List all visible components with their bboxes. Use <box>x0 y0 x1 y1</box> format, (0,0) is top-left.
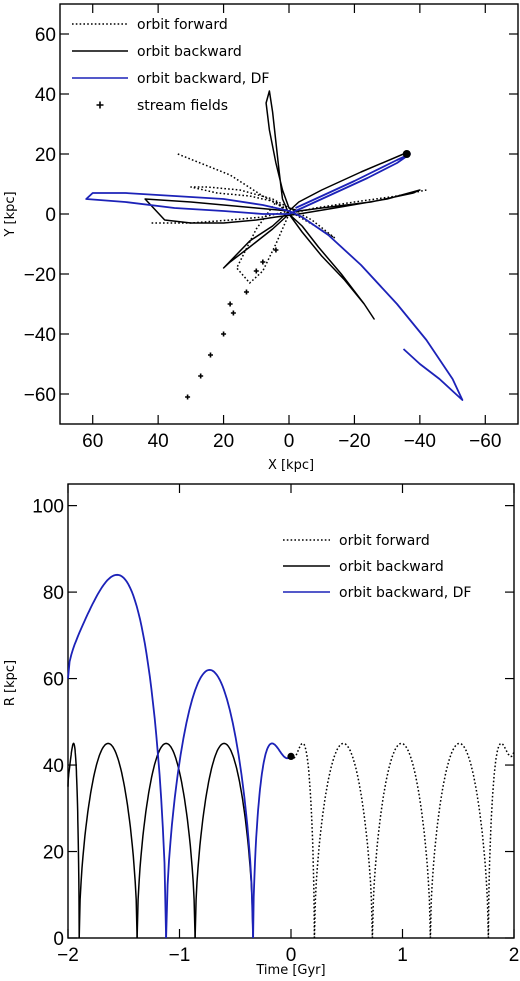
y-axis-label: R [kpc] <box>3 660 18 706</box>
x-tick-label: −60 <box>469 431 501 452</box>
stream-field-marker <box>253 268 259 274</box>
y-tick-label: 60 <box>43 670 64 691</box>
legend: orbit forward orbit backward orbit backwar… <box>72 17 269 114</box>
x-tick-label: −1 <box>169 945 191 966</box>
y-tick-label: 80 <box>43 583 64 604</box>
y-tick-label: 20 <box>35 145 56 166</box>
stream-field-marker <box>243 289 249 295</box>
data-markers <box>287 752 295 760</box>
series-arch-orbit-backward-df <box>67 573 167 939</box>
x-tick-label: 60 <box>82 431 103 452</box>
series-arch-orbit-forward <box>487 742 515 939</box>
series-arch-orbit-forward <box>290 742 316 939</box>
x-tick-label: −40 <box>404 431 436 452</box>
y-tick-label: −60 <box>24 385 56 406</box>
x-axis-label: Time [Gyr] <box>255 963 325 978</box>
series-arch-orbit-forward <box>429 742 490 939</box>
legend-label: orbit backward, DF <box>137 71 269 87</box>
series-arch-orbit-backward <box>67 742 80 939</box>
y-tick-label: 0 <box>45 205 56 226</box>
series-arch-orbit-backward <box>194 742 254 939</box>
chart-orbit-xy: 60 40 20 0 −20 −40 −60 60 40 20 0 −20 −40 −60 orbit f… <box>3 3 519 473</box>
stream-field-marker <box>221 331 227 337</box>
series-line-orbit-backward <box>144 90 421 320</box>
legend-label: stream fields <box>137 98 228 114</box>
series-arch-orbit-backward <box>78 742 138 939</box>
x-tick-label: 1 <box>397 945 408 966</box>
x-tick-label: 0 <box>284 431 295 452</box>
y-tick-label: 0 <box>53 929 64 950</box>
x-tick-label: 20 <box>213 431 234 452</box>
y-tick-label: −20 <box>24 265 56 286</box>
legend-swatch-cross <box>96 101 104 109</box>
y-tick-label: 40 <box>35 85 56 106</box>
series-arch-orbit-backward-df <box>252 742 292 939</box>
legend-label: orbit backward <box>339 559 444 575</box>
y-tick-label: 100 <box>32 497 64 518</box>
stream-field-marker <box>185 394 191 400</box>
stream-field-marker <box>207 352 213 358</box>
y-tick-label: 20 <box>43 843 64 864</box>
data-series <box>85 90 464 401</box>
series-arch-orbit-backward <box>136 742 196 939</box>
stream-field-marker <box>273 247 279 253</box>
data-series <box>67 573 515 939</box>
current-position-dot <box>287 752 295 760</box>
legend: orbit forward orbit backward orbit backwar… <box>283 533 471 601</box>
series-arch-orbit-forward <box>313 742 374 939</box>
y-tick-label: −40 <box>24 325 56 346</box>
legend-label: orbit backward <box>137 44 242 60</box>
stream-field-marker <box>198 373 204 379</box>
x-tick-label: −2 <box>57 945 79 966</box>
y-tick-label: 60 <box>35 25 56 46</box>
x-tick-label: −20 <box>338 431 370 452</box>
data-markers <box>185 150 411 400</box>
current-position-dot <box>402 150 411 158</box>
legend-label: orbit forward <box>339 533 430 549</box>
stream-field-marker <box>260 259 266 265</box>
x-tick-label: 0 <box>286 945 297 966</box>
x-tick-label: 2 <box>509 945 520 966</box>
x-axis-label: X [kpc] <box>268 458 314 473</box>
series-arch-orbit-forward <box>371 742 432 939</box>
x-tick-label: 40 <box>148 431 169 452</box>
y-axis-label: Y [kpc] <box>3 191 18 237</box>
legend-label: orbit backward, DF <box>339 585 471 601</box>
tick-marks <box>60 4 518 424</box>
stream-field-marker <box>227 301 233 307</box>
legend-label: orbit forward <box>137 17 228 33</box>
y-tick-label: 40 <box>43 756 64 777</box>
series-arch-orbit-backward-df <box>165 668 254 939</box>
stream-field-marker <box>230 310 236 316</box>
series-line-orbit-backward-df <box>85 153 464 401</box>
series-line-orbit-forward <box>151 201 290 284</box>
tick-labels: 60 40 20 0 −20 −40 −60 60 40 20 0 −20 −40 −60 <box>24 25 502 452</box>
